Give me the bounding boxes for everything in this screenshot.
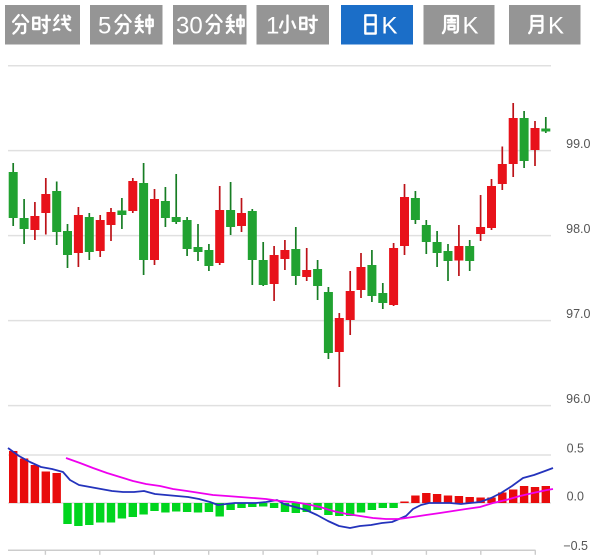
svg-text:0.5: 0.5 — [567, 442, 584, 456]
svg-text:5: 5 — [98, 12, 111, 39]
svg-text:0.0: 0.0 — [567, 490, 584, 504]
svg-text:98.0: 98.0 — [566, 222, 590, 236]
svg-text:96.0: 96.0 — [566, 392, 590, 406]
svg-text:1: 1 — [266, 12, 279, 39]
svg-text:−0.5: −0.5 — [563, 539, 588, 553]
svg-text:K: K — [548, 12, 564, 39]
svg-text:97.0: 97.0 — [566, 307, 590, 321]
svg-text:30: 30 — [176, 12, 203, 39]
svg-text:K: K — [463, 12, 479, 39]
svg-text:99.0: 99.0 — [566, 137, 590, 151]
svg-text:K: K — [382, 12, 398, 39]
